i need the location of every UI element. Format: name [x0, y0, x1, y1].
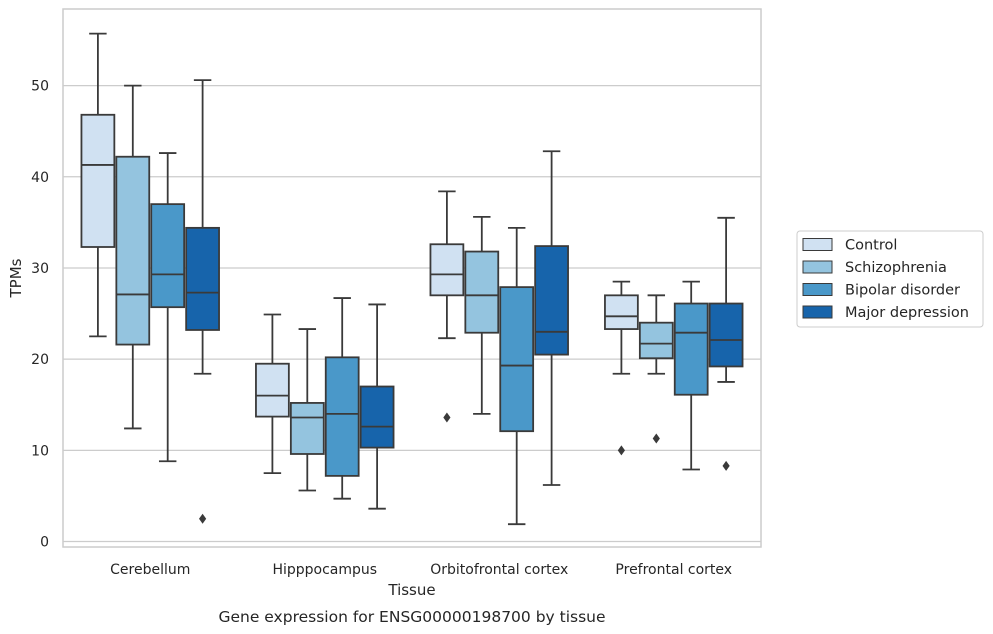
box-group [289, 328, 325, 492]
x-tick-labels: Cerebellum Hipppocampus Orbitofrontal cort… [110, 562, 732, 578]
box [673, 302, 709, 396]
legend: Control Schizophrenia Bipolar disorder Majo… [796, 230, 984, 328]
x-tick-label: Hipppocampus [272, 562, 377, 578]
box-group [499, 226, 535, 526]
outlier-point [617, 445, 625, 456]
box [499, 286, 535, 433]
box-group [80, 32, 116, 338]
y-tick-label: 40 [31, 170, 49, 186]
box [115, 155, 151, 346]
x-axis-label: Tissue [387, 581, 435, 599]
box-group [638, 294, 674, 444]
legend-label: Control [845, 238, 897, 254]
legend-label: Schizophrenia [845, 260, 947, 276]
box-group [464, 216, 500, 415]
outlier-point [199, 513, 207, 524]
y-tick-label: 10 [31, 443, 49, 459]
box-group [429, 190, 465, 423]
outlier-point [722, 460, 730, 471]
box [464, 250, 500, 334]
x-tick-label: Cerebellum [110, 562, 190, 578]
plot-frame [62, 8, 762, 548]
box [604, 294, 639, 330]
y-tick-label: 30 [31, 261, 49, 277]
boxes-layer [80, 32, 744, 526]
legend-items: Control Schizophrenia Bipolar disorder Majo… [802, 238, 969, 321]
legend-swatch [802, 260, 833, 274]
box [638, 321, 674, 360]
box-group [255, 313, 290, 475]
y-tick-labels: 0 10 20 30 40 50 [31, 79, 49, 551]
outlier-point [443, 412, 451, 423]
y-axis-label: TPMs [7, 258, 25, 298]
box [708, 302, 744, 368]
box-group [324, 297, 360, 500]
outlier-point [652, 433, 660, 444]
box [150, 203, 186, 309]
legend-label: Major depression [845, 305, 969, 321]
box [324, 356, 360, 477]
x-tick-label: Prefrontal cortex [615, 562, 732, 578]
box-group [185, 79, 220, 524]
legend-frame [796, 230, 984, 328]
box-group [673, 280, 709, 471]
legend-label: Bipolar disorder [845, 283, 960, 299]
box [80, 113, 116, 248]
legend-swatch [802, 238, 833, 251]
box [429, 243, 465, 297]
box [289, 402, 325, 455]
legend-swatch [802, 283, 833, 296]
y-tick-label: 0 [40, 535, 49, 551]
y-tick-label: 20 [31, 352, 49, 368]
legend-swatch [802, 305, 833, 319]
box [359, 385, 395, 449]
y-tick-label: 50 [31, 79, 49, 95]
box-group [150, 152, 186, 463]
x-tick-label: Orbitofrontal cortex [430, 562, 568, 578]
box [534, 245, 569, 356]
box-group [359, 303, 395, 510]
box-group [708, 216, 744, 471]
chart-caption: Gene expression for ENSG00000198700 by t… [218, 608, 605, 626]
box [255, 362, 290, 418]
box [185, 226, 220, 331]
box-group [534, 150, 569, 486]
box-group [604, 280, 639, 456]
box-group [115, 84, 151, 430]
